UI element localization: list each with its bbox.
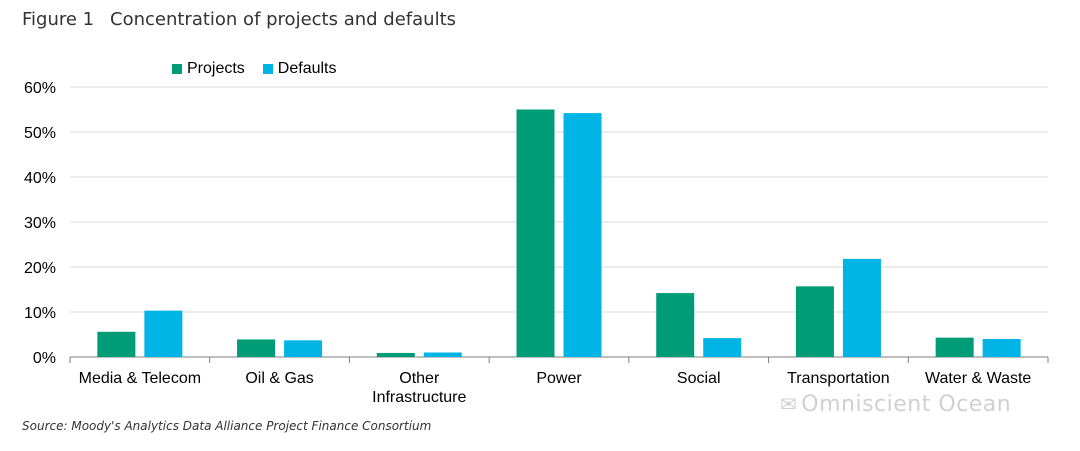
legend-item-projects: Projects (172, 60, 245, 78)
bar-projects (656, 293, 695, 357)
figure-heading: Figure 1 Concentration of projects and de… (22, 9, 456, 30)
y-tick-label: 0% (33, 350, 56, 367)
y-tick-label: 40% (24, 170, 56, 187)
bar-defaults (144, 310, 183, 357)
bar-projects (376, 352, 415, 357)
watermark: ✉ Omniscient Ocean (780, 392, 1011, 417)
figure-number: Figure 1 (22, 9, 95, 30)
bar-defaults (842, 258, 881, 357)
x-tick-label: Social (677, 370, 721, 387)
bar-defaults (423, 352, 462, 357)
watermark-text: Omniscient Ocean (801, 392, 1012, 417)
legend-swatch-defaults (262, 64, 273, 74)
x-tick-label: Power (536, 370, 582, 387)
y-tick-label: 30% (24, 215, 56, 232)
bar-defaults (703, 338, 742, 357)
bar-projects (516, 109, 555, 357)
bar-defaults (284, 340, 323, 357)
y-tick-label: 60% (24, 80, 56, 97)
chart-legend: Projects Defaults (172, 60, 337, 78)
x-tick-label: Other (399, 370, 440, 387)
legend-item-defaults: Defaults (262, 60, 337, 78)
source-note: Source: Moody's Analytics Data Alliance … (22, 419, 432, 433)
chart-title: Concentration of projects and defaults (110, 9, 456, 30)
bar-defaults (563, 113, 602, 357)
legend-swatch-projects (172, 64, 182, 74)
bar-projects (97, 331, 136, 357)
y-tick-label: 20% (24, 260, 56, 277)
bar-projects (935, 337, 974, 357)
y-tick-label: 10% (24, 305, 56, 322)
bar-defaults (982, 339, 1021, 357)
y-tick-label: 50% (24, 125, 56, 142)
x-tick-label: Oil & Gas (245, 370, 313, 387)
wechat-icon: ✉ (780, 392, 798, 416)
x-tick-label: Transportation (787, 370, 890, 387)
legend-label-projects: Projects (187, 60, 245, 77)
x-tick-label: Media & Telecom (79, 370, 201, 387)
legend-label-defaults: Defaults (277, 60, 337, 77)
x-tick-label: Water & Waste (925, 370, 1031, 387)
x-tick-label: Infrastructure (372, 389, 466, 406)
bar-projects (237, 339, 276, 357)
bar-projects (795, 286, 834, 357)
